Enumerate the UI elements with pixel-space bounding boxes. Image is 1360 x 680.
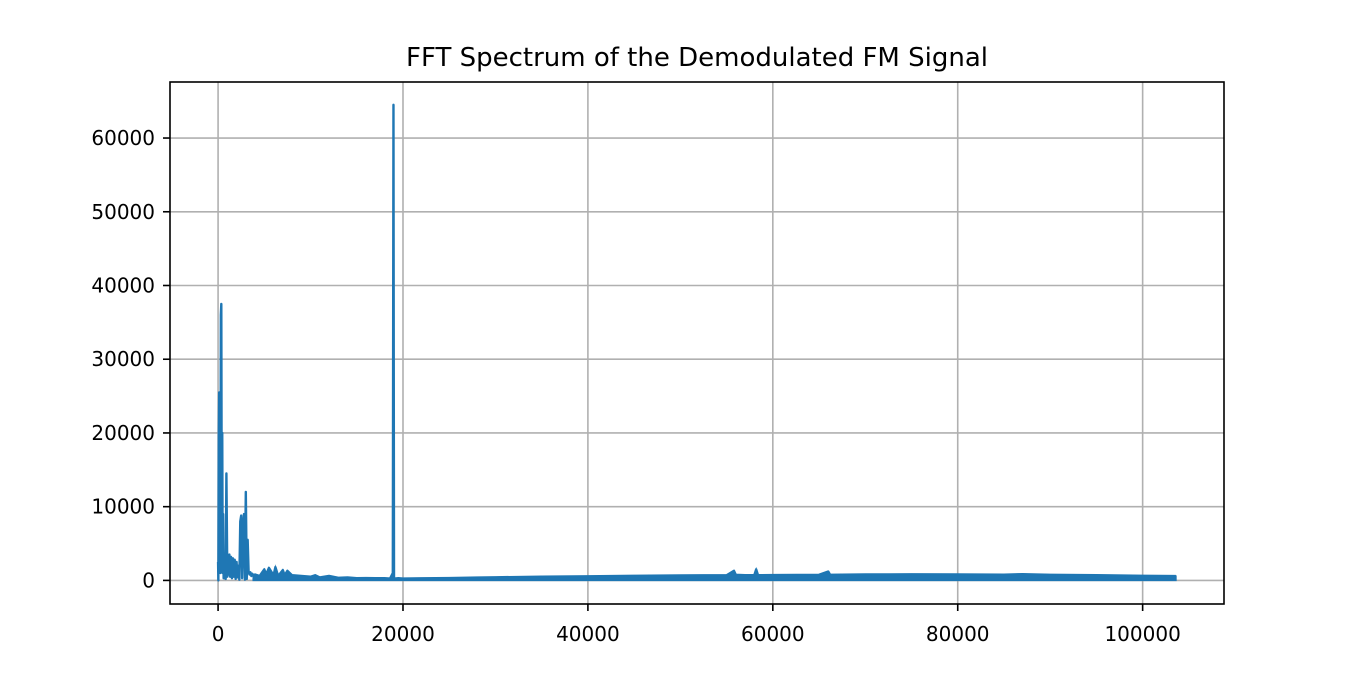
plot-area-frame — [169, 81, 1225, 605]
y-tick-label: 30000 — [91, 347, 155, 371]
grid-lines — [170, 82, 1224, 604]
y-tick-label: 50000 — [91, 200, 155, 224]
spectrum-line — [216, 103, 1176, 582]
y-tick-label: 60000 — [91, 126, 155, 150]
y-tick-label: 40000 — [91, 273, 155, 297]
x-axis: 0 20000 40000 60000 80000 100000 — [212, 604, 1181, 646]
y-tick-label: 10000 — [91, 495, 155, 519]
y-tick-label: 0 — [142, 568, 155, 592]
y-tick-label: 20000 — [91, 421, 155, 445]
noise-floor-band — [252, 104, 1177, 582]
x-tick-label: 100000 — [1104, 622, 1180, 646]
x-tick-label: 80000 — [926, 622, 990, 646]
series-layer — [216, 103, 1177, 582]
y-axis: 0 10000 20000 30000 40000 50000 60000 — [91, 126, 170, 592]
chart-title: FFT Spectrum of the Demodulated FM Signa… — [406, 43, 988, 73]
x-tick-label: 40000 — [556, 622, 620, 646]
x-tick-label: 60000 — [741, 622, 805, 646]
x-tick-label: 20000 — [371, 622, 435, 646]
x-tick-label: 0 — [212, 622, 225, 646]
